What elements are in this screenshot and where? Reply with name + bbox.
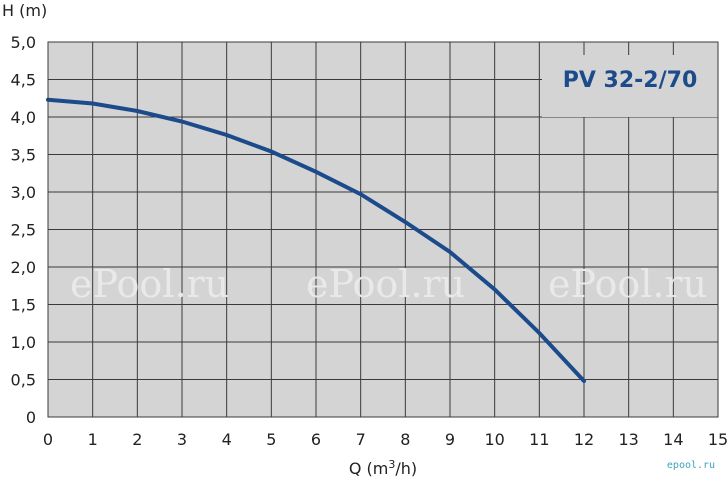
y-tick-label: 2,0	[11, 258, 36, 277]
x-tick-label: 12	[574, 430, 594, 449]
x-tick-label: 1	[88, 430, 98, 449]
y-tick-label: 3,5	[11, 146, 36, 165]
series-line	[46, 97, 586, 383]
plot-frame	[47, 41, 719, 418]
y-tick-label: 5,0	[11, 33, 36, 52]
y-tick-label: 0	[26, 408, 36, 427]
x-tick-label: 0	[43, 430, 53, 449]
y-tick-label: 1,0	[11, 333, 36, 352]
y-axis-title: H (m)	[2, 1, 47, 20]
chart-title: PV 32-2/70	[563, 68, 698, 93]
watermark-text: ePool.ru	[70, 262, 229, 306]
y-tick-label: 4,5	[11, 71, 36, 90]
y-tick-label: 4,0	[11, 108, 36, 127]
x-tick-label: 5	[266, 430, 276, 449]
y-tick-label: 2,5	[11, 221, 36, 240]
x-tick-label: 13	[618, 430, 638, 449]
watermark-text: ePool.ru	[306, 262, 465, 306]
x-tick-label: 8	[400, 430, 410, 449]
title-box	[542, 55, 718, 117]
corner-logo: epool.ru	[658, 456, 724, 472]
x-tick-label: 2	[132, 430, 142, 449]
watermark-text: ePool.ru	[548, 262, 707, 306]
x-tick-label: 10	[484, 430, 504, 449]
x-tick-label: 3	[177, 430, 187, 449]
x-tick-label: 9	[445, 430, 455, 449]
x-axis-title: Q (m3/h)	[349, 458, 417, 477]
y-tick-labels: 0 0,5 1,0 1,5 2,0 2,5 3,0 3,5 4,0 4,5 5,0	[11, 33, 36, 427]
y-tick-label: 0,5	[11, 371, 36, 390]
x-tick-label: 15	[708, 430, 728, 449]
x-tick-label: 7	[356, 430, 366, 449]
watermark-layer: ePool.ru ePool.ru ePool.ru	[70, 262, 707, 306]
x-tick-labels: 0 1 2 3 4 5 6 7 8 9 10 11 12 13 14 15	[43, 430, 728, 449]
x-tick-label: 6	[311, 430, 321, 449]
x-tick-label: 4	[222, 430, 232, 449]
x-tick-label: 11	[529, 430, 549, 449]
y-tick-label: 3,0	[11, 183, 36, 202]
x-tick-label: 14	[663, 430, 683, 449]
corner-logo-text: epool.ru	[667, 460, 715, 471]
y-tick-label: 1,5	[11, 296, 36, 315]
